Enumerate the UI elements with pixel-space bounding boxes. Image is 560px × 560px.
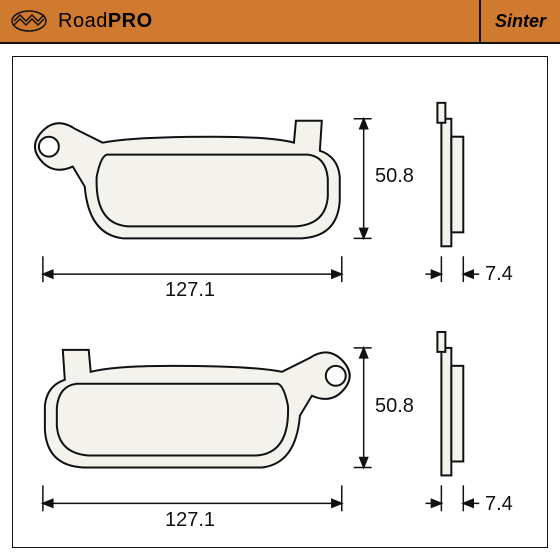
pad1-hole <box>39 137 59 157</box>
pad2-width-label: 127.1 <box>165 509 215 532</box>
brake-pad-2 <box>45 350 350 468</box>
brand-name: RoadPRO <box>58 10 153 33</box>
pad1-width-label: 127.1 <box>165 279 215 302</box>
pad2-side-profile <box>437 332 463 475</box>
diagram-area: 50.8 127.1 7.4 50.8 127.1 7.4 <box>12 56 548 548</box>
header-bar: RoadPRO Sinter <box>0 0 560 44</box>
brand-bold: PRO <box>108 10 153 32</box>
pad1-height-label: 50.8 <box>375 165 414 188</box>
header-left: RoadPRO <box>10 9 153 33</box>
header-right: Sinter <box>479 0 546 42</box>
pad1-side-profile <box>437 103 463 246</box>
brand-prefix: Road <box>58 10 108 32</box>
pad2-backplate <box>45 350 350 468</box>
diagram-svg <box>13 57 547 547</box>
brake-pad-1 <box>35 121 340 239</box>
pad1-backplate <box>35 121 340 239</box>
pad2-hole <box>326 366 346 386</box>
brand-logo-icon <box>10 9 48 33</box>
compound-label: Sinter <box>495 11 546 32</box>
pad2-thickness-label: 7.4 <box>485 493 513 516</box>
pad2-height-label: 50.8 <box>375 395 414 418</box>
pad1-thickness-label: 7.4 <box>485 263 513 286</box>
header-divider <box>479 0 481 43</box>
